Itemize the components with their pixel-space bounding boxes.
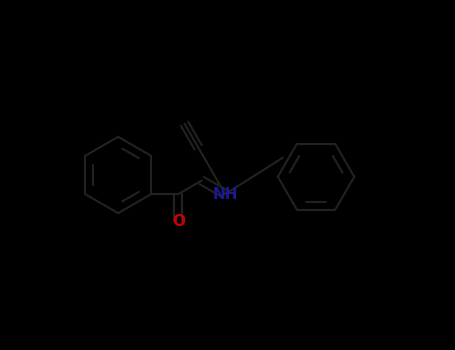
Text: NH: NH [212, 187, 238, 202]
Text: O: O [172, 214, 185, 229]
